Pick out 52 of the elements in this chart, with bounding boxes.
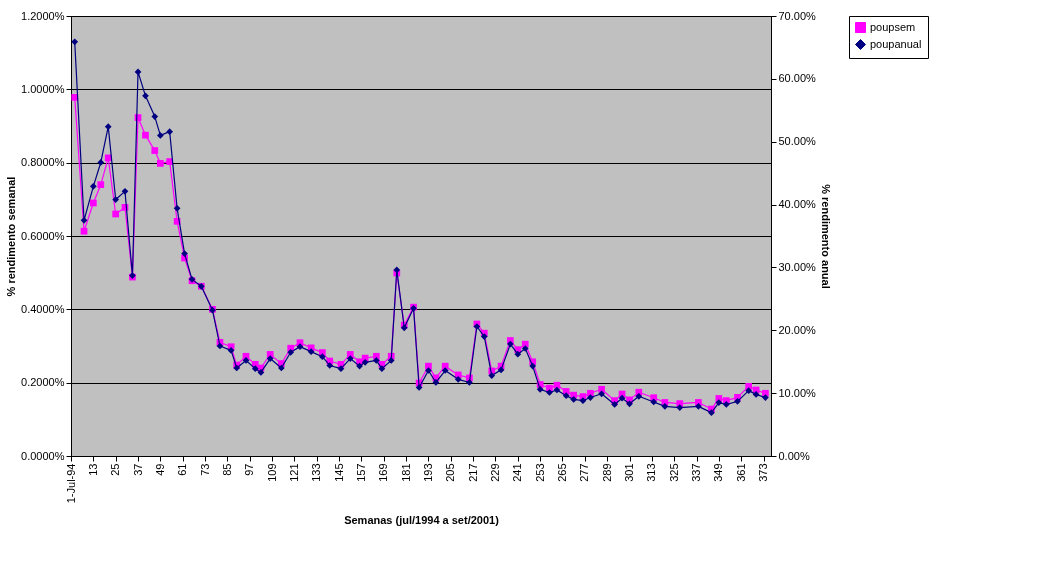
x-tick-label: 37	[131, 463, 144, 476]
legend-label: poupanual	[870, 37, 922, 50]
x-tick-label: 61	[176, 463, 189, 476]
y-tick-label: 0.2000%	[21, 376, 65, 389]
x-tick-label: 97	[243, 463, 256, 476]
y2-tick-label: 20.00%	[778, 323, 817, 336]
y2-axis-title: % rendimento anual	[819, 184, 832, 289]
y2-tick-label: 30.00%	[778, 260, 817, 273]
x-tick-label: 85	[220, 463, 233, 476]
x-tick-label: 313	[645, 463, 658, 482]
x-tick-label: 289	[600, 463, 613, 482]
x-tick-label: 229	[488, 463, 501, 482]
x-tick-label: 253	[533, 463, 546, 482]
x-tick-label: 1-Jul-94	[64, 463, 77, 504]
y-tick-label: 0.4000%	[21, 302, 65, 315]
y-tick-label: 0.8000%	[21, 156, 65, 169]
legend-label: poupsem	[870, 20, 916, 33]
x-tick-label: 325	[667, 463, 680, 482]
x-tick-label: 277	[578, 463, 591, 482]
y2-tick-label: 0.00%	[778, 449, 810, 462]
x-tick-label: 373	[757, 463, 770, 482]
x-tick-label: 217	[466, 463, 479, 482]
x-tick-label: 169	[377, 463, 390, 482]
x-tick-label: 337	[690, 463, 703, 482]
x-tick-label: 193	[421, 463, 434, 482]
y-tick-label: 1.2000%	[21, 9, 65, 22]
y2-tick-label: 50.00%	[778, 135, 817, 148]
y2-tick-label: 40.00%	[778, 198, 817, 211]
x-tick-label: 361	[734, 463, 747, 482]
x-axis-title: Semanas (jul/1994 a set/2001)	[344, 514, 500, 527]
x-tick-label: 241	[511, 463, 524, 482]
x-tick-label: 157	[354, 463, 367, 482]
y-tick-label: 1.0000%	[21, 82, 65, 95]
x-tick-label: 265	[555, 463, 568, 482]
y2-tick-label: 10.00%	[778, 386, 817, 399]
x-tick-label: 13	[86, 463, 99, 476]
x-tick-label: 205	[444, 463, 457, 482]
x-tick-label: 121	[287, 463, 300, 482]
x-tick-label: 349	[712, 463, 725, 482]
y2-tick-label: 70.00%	[778, 9, 817, 22]
y-tick-label: 0.6000%	[21, 229, 65, 242]
x-tick-label: 25	[109, 463, 122, 476]
y2-tick-label: 60.00%	[778, 72, 817, 85]
x-tick-label: 109	[265, 463, 278, 482]
x-tick-label: 49	[153, 463, 166, 476]
x-tick-label: 133	[310, 463, 323, 482]
x-tick-label: 301	[623, 463, 636, 482]
x-tick-label: 73	[198, 463, 211, 476]
y-tick-label: 0.0000%	[21, 449, 65, 462]
y-axis-title: % rendimento semanal	[5, 176, 18, 297]
x-tick-label: 145	[332, 463, 345, 482]
x-tick-label: 181	[399, 463, 412, 482]
